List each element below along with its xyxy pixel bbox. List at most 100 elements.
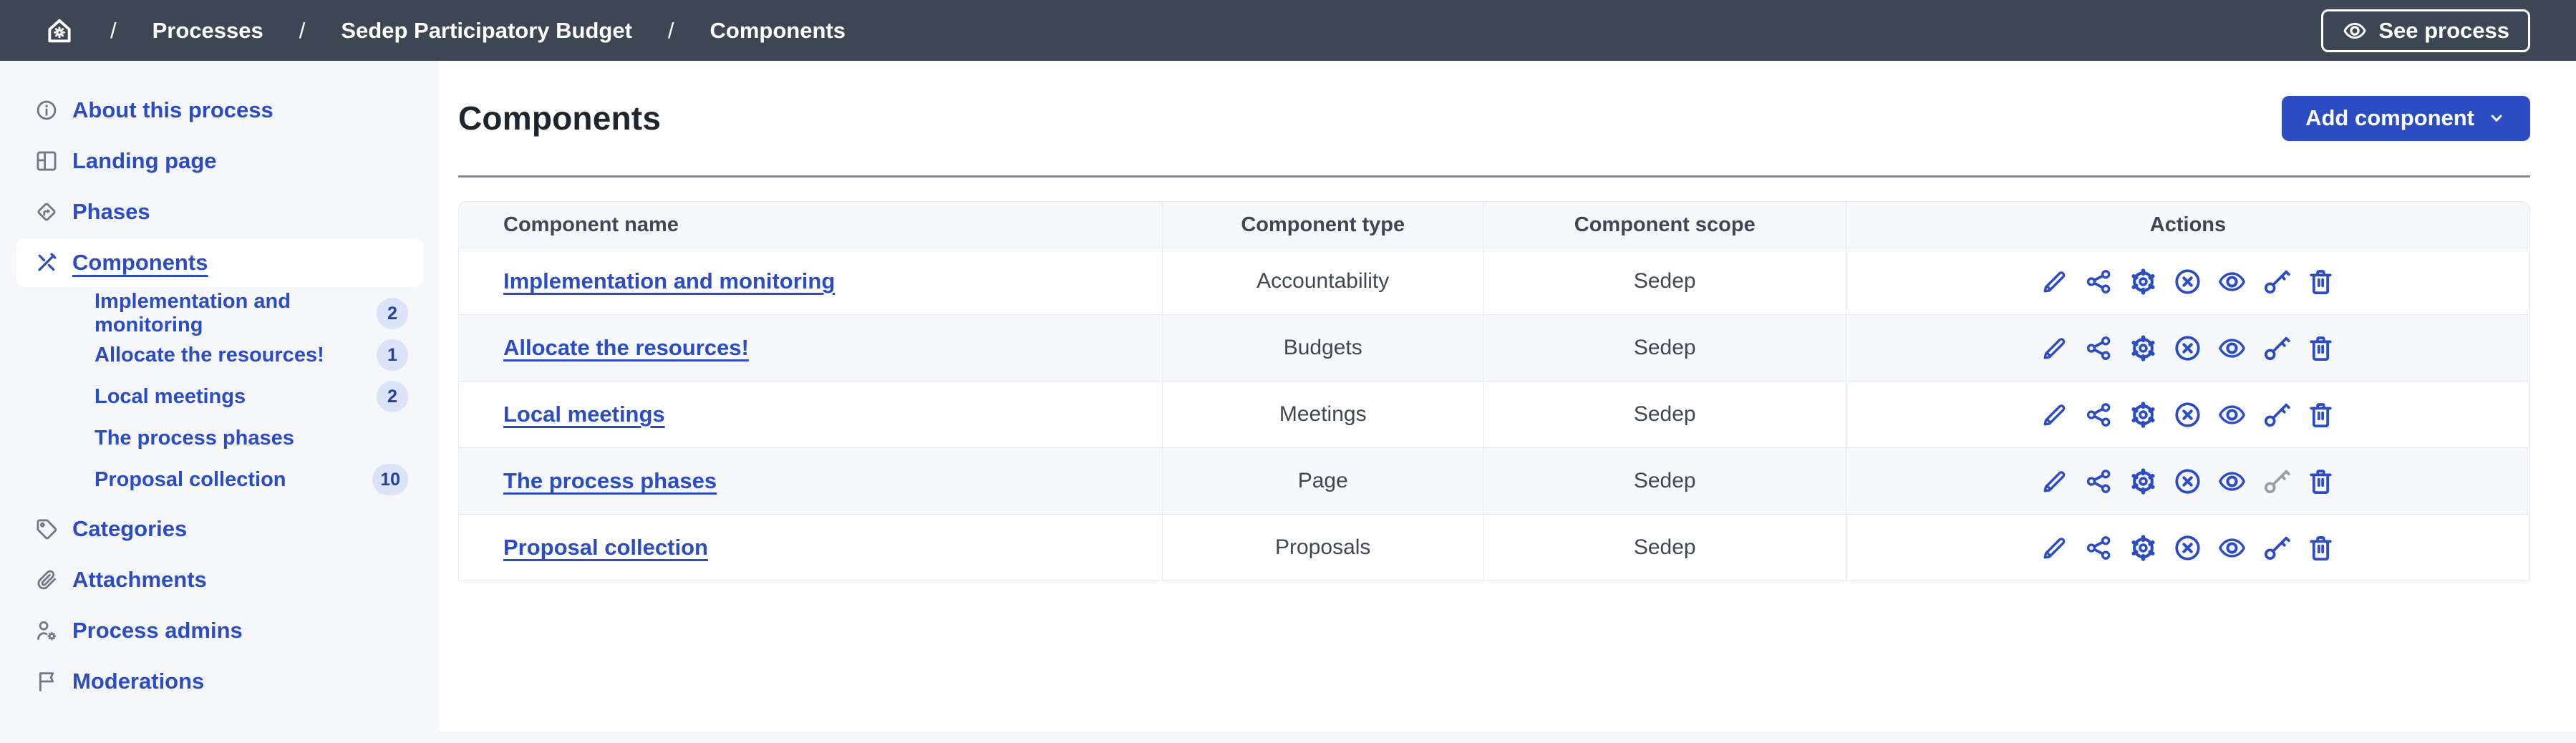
gear-icon [2128,533,2159,563]
component-link[interactable]: Implementation and monitoring [503,268,836,293]
preview-button[interactable] [2217,533,2247,563]
permissions-button[interactable] [2261,266,2292,297]
layout-icon [34,149,59,173]
add-component-button[interactable]: Add component [2282,95,2530,141]
divider [458,175,2530,178]
sidebar-subitem-label: The process phases [95,426,294,450]
component-link[interactable]: Allocate the resources! [503,335,749,360]
component-link[interactable]: Proposal collection [503,535,708,560]
sidebar-item-label: Moderations [72,668,205,694]
key-icon [2261,399,2292,430]
unpublish-button[interactable] [2172,466,2203,497]
page-title: Components [458,99,662,137]
breadcrumb-processes[interactable]: Processes [152,17,263,43]
eye-icon [2217,533,2247,563]
edit-button[interactable] [2039,399,2070,430]
delete-button[interactable] [2305,266,2336,297]
sidebar-subitem-label: Allocate the resources! [95,343,324,366]
circle-x-icon [2172,466,2203,497]
circle-x-icon [2172,266,2203,297]
edit-button[interactable] [2039,533,2070,563]
gear-icon [2128,399,2159,430]
configure-button[interactable] [2128,399,2159,430]
table-header-row: Component name Component type Component … [458,201,2530,248]
breadcrumb-components[interactable]: Components [710,17,846,43]
eye-icon [2217,399,2247,430]
share-icon [2083,333,2114,364]
sidebar-subitem-local-meetings[interactable]: Local meetings 2 [0,376,439,417]
sidebar-subitem-process-phases[interactable]: The process phases [0,417,439,459]
key-icon [2261,466,2292,497]
component-link[interactable]: The process phases [503,468,717,493]
col-header-component-type: Component type [1162,201,1484,248]
configure-button[interactable] [2128,333,2159,364]
configure-button[interactable] [2128,266,2159,297]
topbar: / Processes / Sedep Participatory Budget… [0,0,2576,61]
circle-x-icon [2172,333,2203,364]
table-row: Local meetings Meetings Sedep [458,382,2530,448]
permissions-button[interactable] [2261,399,2292,430]
component-type: Budgets [1162,315,1484,382]
trash-icon [2305,266,2336,297]
home-link[interactable] [44,16,74,46]
edit-button[interactable] [2039,266,2070,297]
share-tokens-button[interactable] [2083,266,2114,297]
tools-icon [34,251,59,275]
sidebar-item-process-admins[interactable]: Process admins [0,605,439,656]
sidebar-item-label: About this process [72,97,273,122]
unpublish-button[interactable] [2172,399,2203,430]
share-icon [2083,399,2114,430]
sidebar-item-landing-page[interactable]: Landing page [0,135,439,186]
component-link[interactable]: Local meetings [503,402,665,427]
preview-button[interactable] [2217,333,2247,364]
sidebar-item-categories[interactable]: Categories [0,503,439,554]
unpublish-button[interactable] [2172,333,2203,364]
share-tokens-button[interactable] [2083,399,2114,430]
configure-button[interactable] [2128,466,2159,497]
delete-button[interactable] [2305,399,2336,430]
direction-icon [34,200,59,224]
pencil-icon [2039,266,2070,297]
sidebar-item-label: Landing page [72,147,217,173]
table-row: Allocate the resources! Budgets Sedep [458,315,2530,382]
key-icon [2261,266,2292,297]
share-tokens-button[interactable] [2083,333,2114,364]
component-scope: Sedep [1483,515,1846,581]
sidebar-subitem-implementation[interactable]: Implementation and monitoring 2 [0,290,439,336]
share-tokens-button[interactable] [2083,466,2114,497]
col-header-actions: Actions [1846,201,2530,248]
user-gear-icon [34,618,59,643]
component-scope: Sedep [1483,448,1846,515]
trash-icon [2305,466,2336,497]
trash-icon [2305,533,2336,563]
preview-button[interactable] [2217,466,2247,497]
see-process-button[interactable]: See process [2321,9,2530,52]
sidebar-item-label: Phases [72,198,150,224]
share-tokens-button[interactable] [2083,533,2114,563]
preview-button[interactable] [2217,399,2247,430]
unpublish-button[interactable] [2172,266,2203,297]
component-type: Proposals [1162,515,1484,581]
permissions-button[interactable] [2261,533,2292,563]
breadcrumb-process-name[interactable]: Sedep Participatory Budget [341,17,632,43]
sidebar-item-phases[interactable]: Phases [0,186,439,237]
sidebar-item-moderations[interactable]: Moderations [0,656,439,706]
sidebar-item-about[interactable]: About this process [0,84,439,135]
sidebar-item-components[interactable]: Components [16,238,423,287]
configure-button[interactable] [2128,533,2159,563]
edit-button[interactable] [2039,466,2070,497]
unpublish-button[interactable] [2172,533,2203,563]
preview-button[interactable] [2217,266,2247,297]
trash-icon [2305,399,2336,430]
sidebar-subitem-allocate-resources[interactable]: Allocate the resources! 1 [0,334,439,376]
sidebar-item-attachments[interactable]: Attachments [0,554,439,605]
permissions-button[interactable] [2261,466,2292,497]
delete-button[interactable] [2305,466,2336,497]
gear-icon [2128,266,2159,297]
key-icon [2261,333,2292,364]
delete-button[interactable] [2305,333,2336,364]
sidebar-subitem-proposal-collection[interactable]: Proposal collection 10 [0,459,439,500]
edit-button[interactable] [2039,333,2070,364]
permissions-button[interactable] [2261,333,2292,364]
delete-button[interactable] [2305,533,2336,563]
